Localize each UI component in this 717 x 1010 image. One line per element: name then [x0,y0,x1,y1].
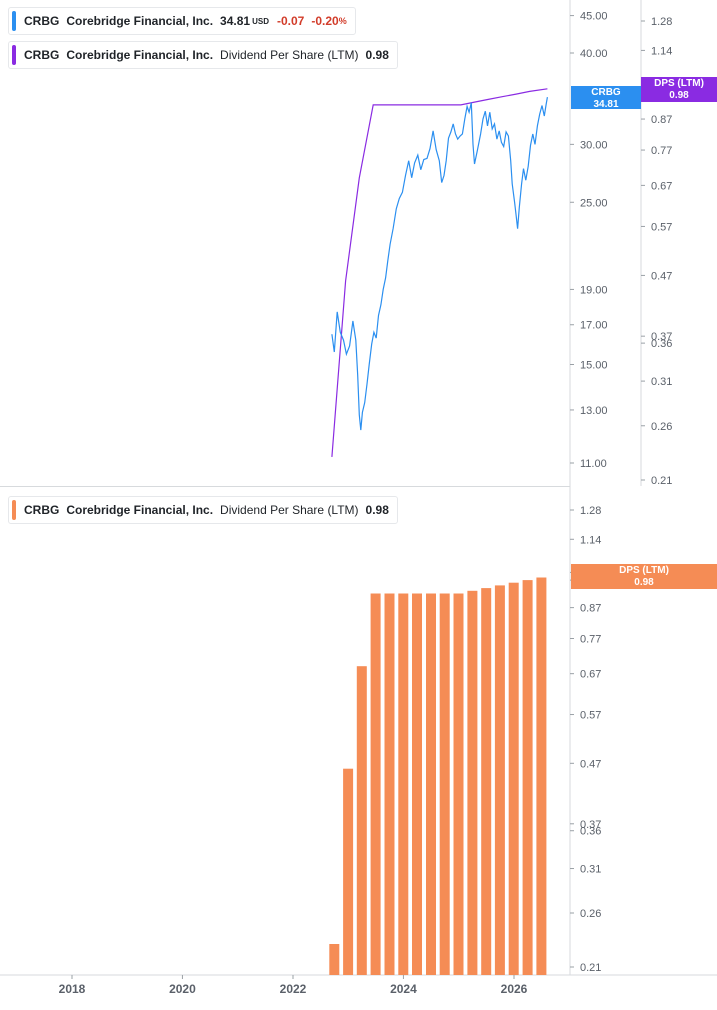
dps-tick-label: 0.77 [651,145,672,157]
legend-price-swatch [12,11,16,31]
dps-bar [384,593,395,975]
dps-tag-top-label: DPS (LTM) [654,78,704,89]
dps-tick-label: 0.47 [651,270,672,282]
dps-bar [356,666,367,975]
dps-tick-label: 0.31 [651,376,672,388]
price-tick-label: 15.00 [580,359,608,371]
legend-bars-ticker: CRBG [24,503,60,517]
bar-tick-label: 1.28 [580,505,601,517]
price-tag: CRBG 34.81 [571,86,641,110]
price-tick-label: 13.00 [580,405,608,417]
panel-divider [0,486,570,487]
dps-bar [343,768,354,975]
legend-dps-metric: Dividend Per Share (LTM) [220,48,359,62]
bar-tick-label: 0.36 [580,826,601,838]
dps-bar [412,593,422,975]
dps-tick-label: 0.26 [651,421,672,433]
price-tick-label: 11.00 [580,458,607,470]
dps-tick-label: 1.28 [651,16,672,28]
dps-tag-top-value: 0.98 [669,90,689,101]
bar-tick-label: 0.37 [580,819,601,831]
legend-price-ticker: CRBG [24,14,60,28]
dps-bar [536,577,547,975]
dps-bar [426,593,436,975]
dps-bar [398,593,409,975]
dps-tag-bottom-label: DPS (LTM) [619,565,669,576]
dps-tick-label: 0.67 [651,180,672,192]
bar-tick-label: 0.21 [580,962,601,974]
dps-tick-label: 0.87 [651,114,672,126]
price-tick-label: 40.00 [580,48,608,60]
dps-bar [329,944,340,975]
bar-tick-label: 0.57 [580,710,601,722]
legend-dps-ticker: CRBG [24,48,60,62]
bar-tick-label: 0.87 [580,603,601,615]
x-tick-label: 2018 [59,982,86,996]
price-line-series [331,96,548,431]
bar-tick-label: 0.26 [580,908,601,920]
dps-tag-top: DPS (LTM) 0.98 [641,77,717,102]
legend-dps-line[interactable]: CRBG Corebridge Financial, Inc. Dividend… [8,41,398,69]
dps-tag-bottom-value: 0.98 [634,577,654,588]
legend-bars-metric: Dividend Per Share (LTM) [220,503,359,517]
legend-bars-company: Corebridge Financial, Inc. [66,503,214,517]
x-tick-label: 2020 [169,982,196,996]
price-tick-label: 30.00 [580,139,608,151]
legend-price[interactable]: CRBG Corebridge Financial, Inc. 34.81 US… [8,7,356,35]
legend-price-value: 34.81 [220,14,251,28]
price-tag-value: 34.81 [593,99,619,110]
dps-bar [494,585,505,975]
dps-tick-label: 0.36 [651,338,672,350]
price-tick-label: 17.00 [580,320,608,332]
legend-bars-value: 0.98 [365,503,389,517]
bar-tick-label: 0.47 [580,758,601,770]
x-tick-label: 2026 [501,982,528,996]
bar-tick-label: 0.77 [580,633,601,645]
legend-dps-swatch [12,45,16,65]
dps-bar [481,588,492,975]
x-tick-label: 2022 [280,982,307,996]
dps-bar [508,582,519,975]
dps-bar [439,593,450,975]
legend-price-currency: USD [252,16,269,26]
dps-tag-bottom: DPS (LTM) 0.98 [571,564,717,589]
price-tick-label: 25.00 [580,197,608,209]
bar-tick-label: 0.31 [580,864,601,876]
dps-tick-label: 0.21 [651,475,672,487]
x-tick-label: 2024 [390,982,417,996]
bar-tick-label: 0.67 [580,669,601,681]
legend-price-pct-sign: % [338,16,347,26]
dps-tick-label: 0.37 [651,331,672,343]
legend-price-company: Corebridge Financial, Inc. [66,14,214,28]
dps-bar [453,593,464,975]
bar-tick-label: 1.14 [580,534,601,546]
legend-dps-bars[interactable]: CRBG Corebridge Financial, Inc. Dividend… [8,496,398,524]
dps-bar [522,580,533,975]
legend-dps-company: Corebridge Financial, Inc. [66,48,214,62]
dps-bar [370,593,381,975]
price-tick-label: 45.00 [580,11,608,23]
legend-price-change-pct: -0.20 [311,14,339,28]
dps-line-series [331,88,548,457]
legend-price-change: -0.07 [276,14,305,28]
legend-dps-value: 0.98 [365,48,389,62]
legend-bars-swatch [12,500,16,520]
price-tag-ticker: CRBG [591,87,621,98]
dps-tick-label: 0.57 [651,221,672,233]
price-tick-label: 19.00 [580,284,608,296]
dps-tick-label: 1.14 [651,45,672,57]
dps-bar [467,590,478,975]
